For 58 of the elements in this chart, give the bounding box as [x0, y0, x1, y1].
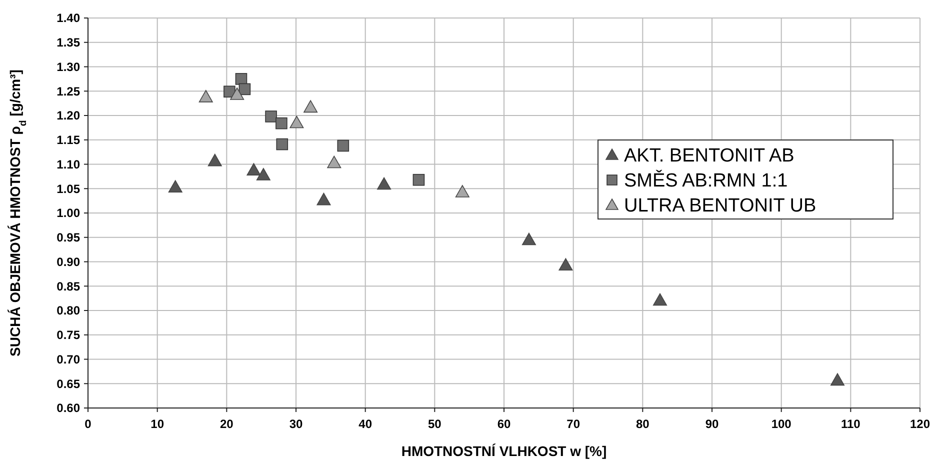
x-tick-label: 40	[358, 417, 372, 431]
legend-label: AKT. BENTONIT AB	[624, 146, 794, 167]
point	[198, 90, 213, 102]
x-tick-label: 50	[428, 417, 442, 431]
point	[235, 73, 248, 85]
y-tick-label: 0.85	[56, 279, 80, 294]
y-tick-label: 1.10	[56, 157, 80, 172]
y-tick-label: 0.75	[56, 328, 80, 342]
y-tick-label: 0.90	[56, 254, 80, 269]
y-tick-label: 0.60	[56, 401, 80, 416]
point	[558, 258, 573, 271]
point	[256, 168, 270, 180]
point	[304, 100, 318, 113]
y-tick-label: 1.35	[56, 36, 80, 50]
x-tick-label: 0	[84, 417, 92, 431]
point	[246, 163, 261, 176]
point	[230, 88, 244, 100]
point	[337, 140, 350, 152]
legend-label: ULTRA BENTONIT UB	[624, 196, 816, 217]
x-tick-label: 20	[220, 417, 234, 431]
x-tick-label: 70	[566, 417, 580, 431]
point	[276, 117, 288, 130]
x-tick-label: 120	[910, 417, 930, 431]
legend-label: SMĚS AB:RMN 1:1	[624, 170, 788, 192]
x-tick-label: 100	[771, 417, 792, 431]
point	[455, 185, 470, 198]
point	[290, 116, 304, 128]
point	[653, 293, 667, 306]
point	[238, 83, 251, 96]
point	[168, 180, 182, 193]
y-tick-label: 1.20	[56, 108, 80, 123]
y-tick-label: 1.30	[56, 60, 80, 74]
x-axis-title: HMOTNOSTNÍ VLHKOST w [%]	[401, 443, 607, 459]
y-tick-label: 0.80	[56, 304, 80, 318]
point	[830, 373, 844, 386]
y-tick-label: 1.15	[56, 133, 80, 148]
x-tick-label: 110	[840, 417, 861, 431]
x-tick-label: 30	[289, 417, 303, 431]
y-tick-label: 1.25	[56, 84, 80, 98]
point	[208, 154, 222, 166]
point	[327, 156, 342, 168]
y-tick-label: 1.00	[56, 206, 80, 220]
point	[316, 192, 331, 206]
x-tick-label: 10	[150, 417, 164, 431]
x-tick-label: 90	[705, 417, 719, 431]
point	[412, 174, 425, 186]
point	[265, 110, 277, 122]
x-tick-label: 60	[497, 417, 511, 431]
y-tick-label: 1.40	[56, 11, 80, 26]
x-tick-label: 80	[636, 417, 650, 431]
point	[224, 86, 236, 98]
y-tick-label: 0.95	[56, 230, 80, 245]
y-tick-label: 0.70	[56, 352, 80, 366]
point	[276, 138, 288, 150]
y-tick-label: 0.65	[56, 376, 80, 391]
y-tick-label: 1.05	[56, 182, 80, 196]
point	[377, 177, 392, 190]
point	[522, 232, 536, 246]
